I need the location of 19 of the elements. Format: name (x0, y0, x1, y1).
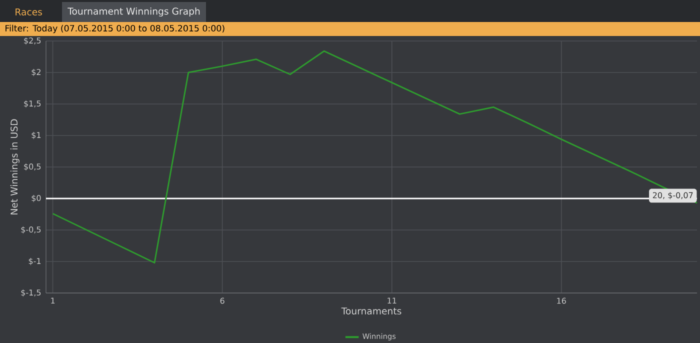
chart-subtitle: Filter: Today (07.05.2015 0:00 to 08.05.2015 0:00) (6, 24, 224, 34)
y-tick-label: $-1,5 (21, 289, 41, 297)
y-tick-label: $2 (32, 68, 40, 76)
y-tick-label: $-1 (28, 258, 41, 266)
y-tick-label: $0,5 (24, 163, 41, 171)
y-tick-label: $-0,5 (21, 226, 41, 234)
text: Races (16, 8, 42, 16)
annotation: 20, $-0,07 (652, 192, 693, 200)
x-tick-label: 1 (51, 298, 55, 304)
x-tick-label: 11 (388, 298, 396, 304)
x-axis-title: Tournaments (341, 308, 402, 315)
y-tick-label: $1 (32, 132, 41, 140)
x-tick-label: 16 (557, 298, 566, 304)
y-tick-label: $2,5 (24, 37, 41, 45)
chart-title: Tournament Winnings Graph (68, 7, 200, 17)
y-tick-label: $0 (32, 194, 41, 202)
y-axis-title: Net Winnings in USD (10, 119, 20, 214)
x-tick-label: 6 (220, 298, 224, 304)
y-tick-label: $1,5 (24, 100, 41, 108)
